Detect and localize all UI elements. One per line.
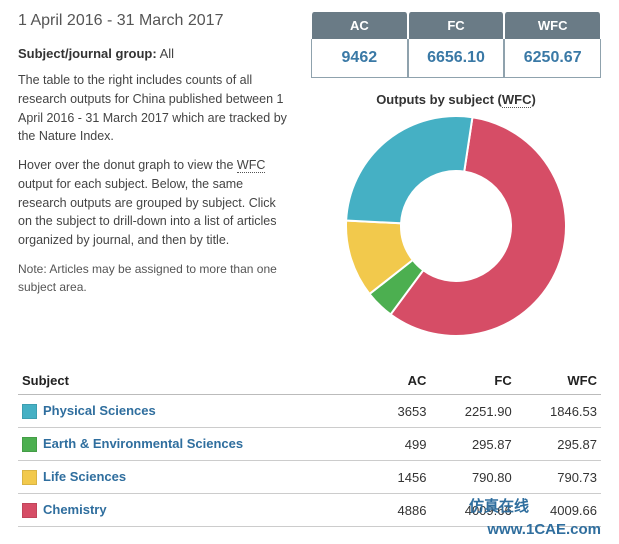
subject-link[interactable]: Physical Sciences [43,403,156,418]
metric-ac-label: AC [311,12,408,39]
th-ac: AC [373,367,430,395]
table-row: Life Sciences 1456790.80790.73 [18,461,601,494]
cell-ac: 1456 [373,461,430,494]
th-fc: FC [430,367,515,395]
cell-wfc: 295.87 [516,428,601,461]
table-row: Earth & Environmental Sciences499295.872… [18,428,601,461]
watermark-cn: 仿真在线 [469,495,529,516]
chart-title-b: ) [531,92,535,107]
donut-slice[interactable] [346,116,472,223]
subject-link[interactable]: Chemistry [43,502,107,517]
color-swatch [22,404,37,419]
th-wfc: WFC [516,367,601,395]
cell-ac: 3653 [373,395,430,428]
subject-group-value: All [160,46,174,61]
color-swatch [22,437,37,452]
intro-para-2: Hover over the donut graph to view the W… [18,156,293,250]
table-row: Physical Sciences 36532251.901846.53 [18,395,601,428]
cell-ac: 499 [373,428,430,461]
cell-ac: 4886 [373,494,430,527]
th-subject: Subject [18,367,373,395]
metric-fc-label: FC [408,12,505,39]
subject-link[interactable]: Earth & Environmental Sciences [43,436,243,451]
watermark-site: www.1CAE.com [487,521,601,538]
chart-title-wfc: WFC [502,92,532,108]
intro-para-1: The table to the right includes counts o… [18,71,293,146]
metric-ac-value: 9462 [311,39,408,78]
date-range: 1 April 2016 - 31 March 2017 [18,12,293,30]
metric-fc-value: 6656.10 [408,39,505,78]
cell-fc: 790.80 [430,461,515,494]
metric-wfc-value: 6250.67 [504,39,601,78]
metric-wfc-label: WFC [504,12,601,39]
subject-link[interactable]: Life Sciences [43,469,126,484]
cell-fc: 295.87 [430,428,515,461]
wfc-abbrev: WFC [237,158,265,173]
para2-a: Hover over the donut graph to view the [18,158,237,172]
note-para: Note: Articles may be assigned to more t… [18,260,293,296]
metrics-table: AC 9462 FC 6656.10 WFC 6250.67 [311,12,601,78]
cell-wfc: 1846.53 [516,395,601,428]
chart-title: Outputs by subject (WFC) [311,92,601,107]
subject-group-line: Subject/journal group: All [18,46,293,61]
color-swatch [22,503,37,518]
donut-chart[interactable] [341,111,571,341]
cell-fc: 2251.90 [430,395,515,428]
cell-wfc: 790.73 [516,461,601,494]
subject-group-label: Subject/journal group: [18,46,157,61]
chart-title-a: Outputs by subject ( [376,92,502,107]
color-swatch [22,470,37,485]
para2-b: output for each subject. Below, the same… [18,177,276,247]
